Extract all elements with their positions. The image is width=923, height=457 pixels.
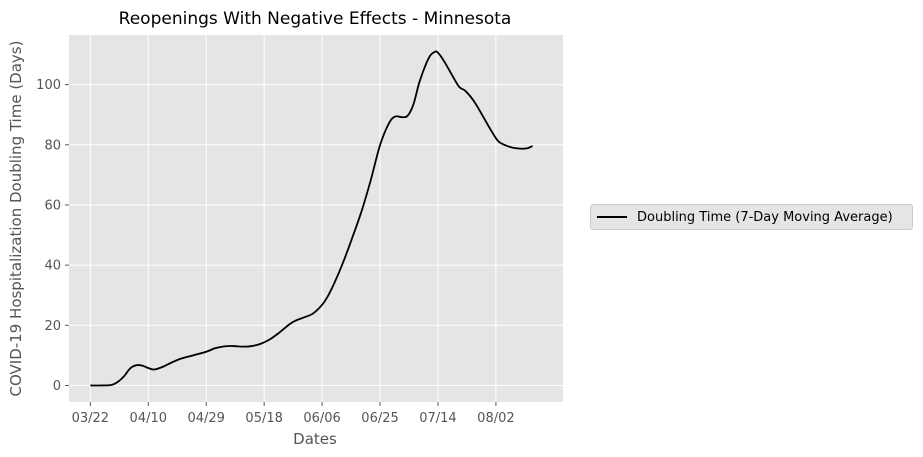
x-tick-label: 04/29: [187, 411, 224, 426]
y-axis-label: COVID-19 Hospitalization Doubling Time (…: [7, 41, 25, 397]
y-tick-label: 40: [44, 259, 61, 274]
x-tick-label: 03/22: [72, 411, 109, 426]
x-tick-label: 04/10: [130, 411, 167, 426]
x-axis: 03/22 04/10 04/29 05/18 06/06 06/25 07/14 08/02: [72, 402, 515, 426]
chart-title: Reopenings With Negative Effects - Minne…: [119, 9, 512, 29]
grid-lines: [69, 35, 563, 402]
x-tick-label: 06/06: [303, 411, 340, 426]
x-tick-label: 07/14: [419, 411, 456, 426]
x-tick-label: 05/18: [245, 411, 282, 426]
x-tick-label: 06/25: [361, 411, 398, 426]
y-tick-label: 20: [44, 319, 61, 334]
plot-area: [69, 35, 563, 402]
y-axis: 0 20 40 60 80 100: [36, 78, 69, 394]
y-tick-label: 60: [44, 198, 61, 213]
legend-line-swatch: [597, 216, 627, 218]
legend-label: Doubling Time (7-Day Moving Average): [637, 209, 893, 225]
legend: Doubling Time (7-Day Moving Average): [590, 204, 913, 230]
series-line-doubling-time: [90, 50, 533, 387]
y-tick-label: 100: [36, 78, 61, 93]
x-axis-label: Dates: [293, 430, 337, 448]
y-tick-label: 80: [44, 138, 61, 153]
y-tick-label: 0: [53, 379, 61, 394]
x-tick-label: 08/02: [477, 411, 514, 426]
